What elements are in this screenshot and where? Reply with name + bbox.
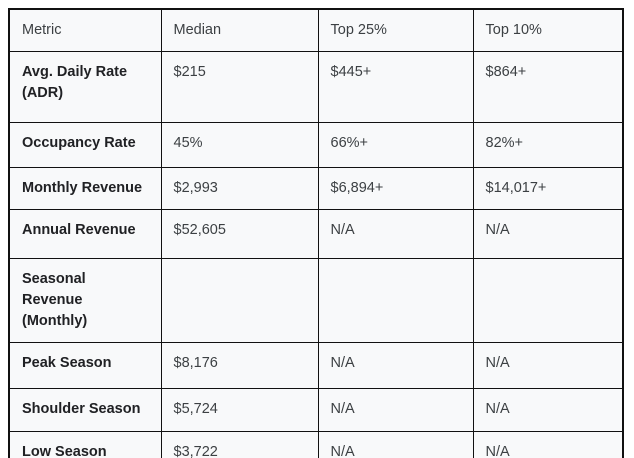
cell-value: N/A	[317, 342, 474, 390]
cell-value: $14,017+	[472, 167, 624, 211]
table-row-peak-season: Peak Season $8,176 N/A N/A	[8, 342, 624, 390]
table-row-monthly-revenue: Monthly Revenue $2,993 $6,894+ $14,017+	[8, 167, 624, 211]
column-header-metric: Metric	[8, 8, 162, 53]
table-row-seasonal-revenue-header: Seasonal Revenue (Monthly)	[8, 258, 624, 344]
row-label: Seasonal Revenue (Monthly)	[8, 258, 162, 344]
row-label: Low Season	[8, 431, 162, 458]
metrics-table-container: Metric Median Top 25% Top 10% Avg. Daily…	[8, 8, 624, 458]
row-label: Annual Revenue	[8, 209, 162, 260]
table-row-adr: Avg. Daily Rate (ADR) $215 $445+ $864+	[8, 51, 624, 124]
cell-value: $8,176	[160, 342, 319, 390]
cell-value	[160, 258, 319, 344]
cell-value: N/A	[317, 431, 474, 458]
cell-value: 45%	[160, 122, 319, 169]
row-label: Avg. Daily Rate (ADR)	[8, 51, 162, 124]
cell-value: N/A	[472, 209, 624, 260]
cell-value: N/A	[472, 388, 624, 433]
cell-value: $52,605	[160, 209, 319, 260]
row-label: Shoulder Season	[8, 388, 162, 433]
cell-value: $864+	[472, 51, 624, 124]
cell-value: 82%+	[472, 122, 624, 169]
cell-value: N/A	[317, 209, 474, 260]
column-header-top25: Top 25%	[317, 8, 474, 53]
cell-value: 66%+	[317, 122, 474, 169]
cell-value: N/A	[472, 342, 624, 390]
cell-value	[317, 258, 474, 344]
cell-value: N/A	[317, 388, 474, 433]
cell-value: N/A	[472, 431, 624, 458]
column-header-top10: Top 10%	[472, 8, 624, 53]
header-row: Metric Median Top 25% Top 10%	[8, 8, 624, 53]
cell-value: $2,993	[160, 167, 319, 211]
cell-value: $3,722	[160, 431, 319, 458]
cell-value	[472, 258, 624, 344]
cell-value: $5,724	[160, 388, 319, 433]
rental-metrics-table: Metric Median Top 25% Top 10% Avg. Daily…	[8, 8, 624, 458]
row-label: Peak Season	[8, 342, 162, 390]
row-label: Monthly Revenue	[8, 167, 162, 211]
row-label: Occupancy Rate	[8, 122, 162, 169]
table-row-shoulder-season: Shoulder Season $5,724 N/A N/A	[8, 388, 624, 433]
cell-value: $6,894+	[317, 167, 474, 211]
table-row-low-season: Low Season $3,722 N/A N/A	[8, 431, 624, 458]
table-row-occupancy: Occupancy Rate 45% 66%+ 82%+	[8, 122, 624, 169]
cell-value: $215	[160, 51, 319, 124]
cell-value: $445+	[317, 51, 474, 124]
table-row-annual-revenue: Annual Revenue $52,605 N/A N/A	[8, 209, 624, 260]
column-header-median: Median	[160, 8, 319, 53]
